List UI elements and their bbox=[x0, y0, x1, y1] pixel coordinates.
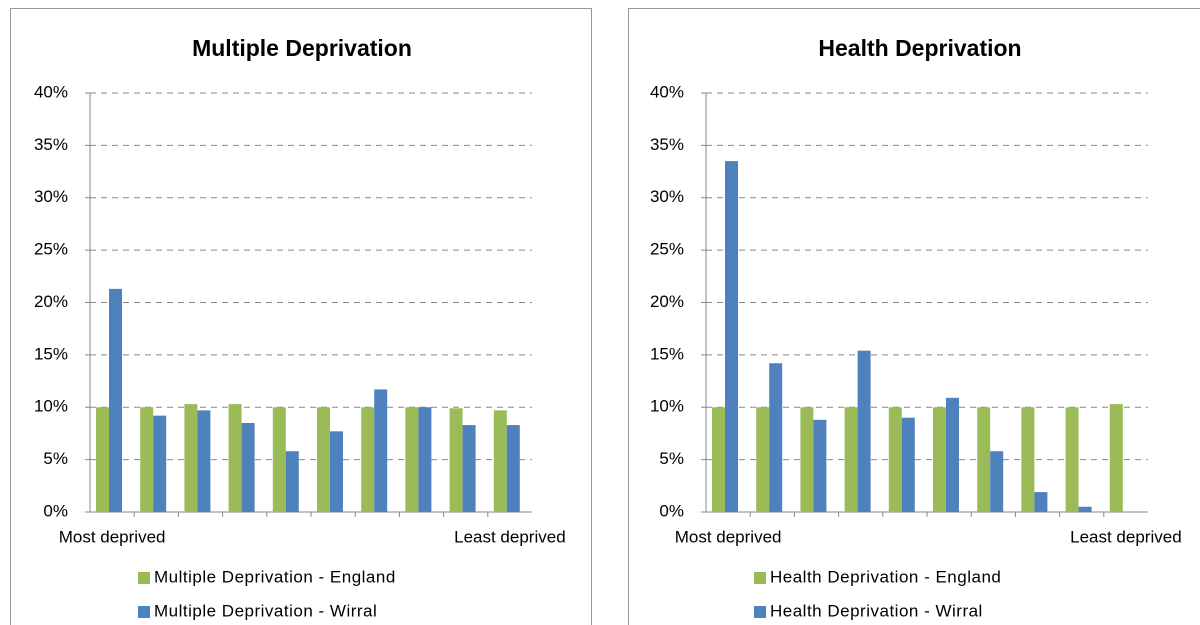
bar bbox=[140, 407, 154, 512]
bar bbox=[990, 451, 1004, 512]
y-tick-label: 30% bbox=[650, 187, 684, 206]
bar bbox=[901, 417, 915, 512]
bar bbox=[462, 425, 476, 512]
bar bbox=[330, 431, 343, 512]
bar bbox=[506, 425, 520, 512]
bar bbox=[769, 363, 783, 512]
y-tick-label: 20% bbox=[650, 292, 684, 311]
bar bbox=[888, 407, 902, 512]
y-tick-label: 25% bbox=[650, 240, 684, 259]
chart-title: Multiple Deprivation bbox=[192, 35, 412, 61]
bar bbox=[493, 410, 507, 512]
bar bbox=[1021, 407, 1035, 512]
bar bbox=[449, 408, 463, 512]
y-tick-label: 15% bbox=[650, 344, 684, 363]
bar bbox=[946, 397, 959, 512]
bar bbox=[374, 389, 388, 512]
chart-frame bbox=[10, 8, 592, 625]
bar bbox=[405, 407, 419, 512]
y-tick-label: 30% bbox=[34, 187, 68, 206]
bar bbox=[228, 404, 242, 512]
bar bbox=[272, 407, 286, 512]
bar bbox=[844, 407, 858, 512]
legend-label: Health Deprivation - Wirral bbox=[770, 601, 983, 620]
bar bbox=[977, 407, 991, 512]
bar bbox=[933, 407, 946, 512]
y-tick-label: 10% bbox=[650, 397, 684, 416]
bar bbox=[725, 161, 738, 512]
bar bbox=[712, 407, 725, 512]
bar bbox=[109, 288, 122, 512]
chart-title: Health Deprivation bbox=[818, 35, 1021, 61]
legend-swatch bbox=[754, 606, 766, 618]
x-tick-label: Most deprived bbox=[675, 527, 782, 546]
bar bbox=[361, 407, 375, 512]
y-tick-label: 40% bbox=[650, 82, 684, 101]
bar bbox=[1065, 407, 1079, 512]
y-tick-label: 35% bbox=[34, 135, 68, 154]
bar bbox=[197, 410, 211, 512]
bar bbox=[317, 407, 330, 512]
bar bbox=[285, 451, 299, 512]
bar bbox=[96, 407, 109, 512]
bar bbox=[1109, 404, 1123, 512]
legend-swatch bbox=[754, 572, 766, 584]
y-tick-label: 5% bbox=[43, 449, 68, 468]
y-tick-label: 20% bbox=[34, 292, 68, 311]
y-tick-label: 10% bbox=[34, 397, 68, 416]
bar bbox=[756, 407, 770, 512]
bar bbox=[418, 407, 432, 512]
bar bbox=[800, 407, 814, 512]
bar bbox=[813, 419, 827, 512]
y-tick-label: 0% bbox=[43, 501, 68, 520]
legend-label: Multiple Deprivation - England bbox=[154, 567, 396, 586]
legend-swatch bbox=[138, 606, 150, 618]
bar bbox=[1078, 506, 1092, 512]
bar bbox=[184, 404, 198, 512]
bar bbox=[153, 415, 167, 512]
x-tick-label: Least deprived bbox=[454, 527, 566, 546]
y-tick-label: 15% bbox=[34, 344, 68, 363]
x-tick-label: Least deprived bbox=[1070, 527, 1182, 546]
y-tick-label: 40% bbox=[34, 82, 68, 101]
y-tick-label: 5% bbox=[659, 449, 684, 468]
bar bbox=[857, 350, 871, 512]
legend-label: Health Deprivation - England bbox=[770, 567, 1001, 586]
chart-frame bbox=[628, 8, 1200, 625]
bar bbox=[1034, 492, 1048, 512]
x-tick-label: Most deprived bbox=[59, 527, 166, 546]
y-tick-label: 35% bbox=[650, 135, 684, 154]
bar bbox=[241, 422, 255, 512]
y-tick-label: 0% bbox=[659, 501, 684, 520]
y-tick-label: 25% bbox=[34, 240, 68, 259]
legend-label: Multiple Deprivation - Wirral bbox=[154, 601, 377, 620]
legend-swatch bbox=[138, 572, 150, 584]
